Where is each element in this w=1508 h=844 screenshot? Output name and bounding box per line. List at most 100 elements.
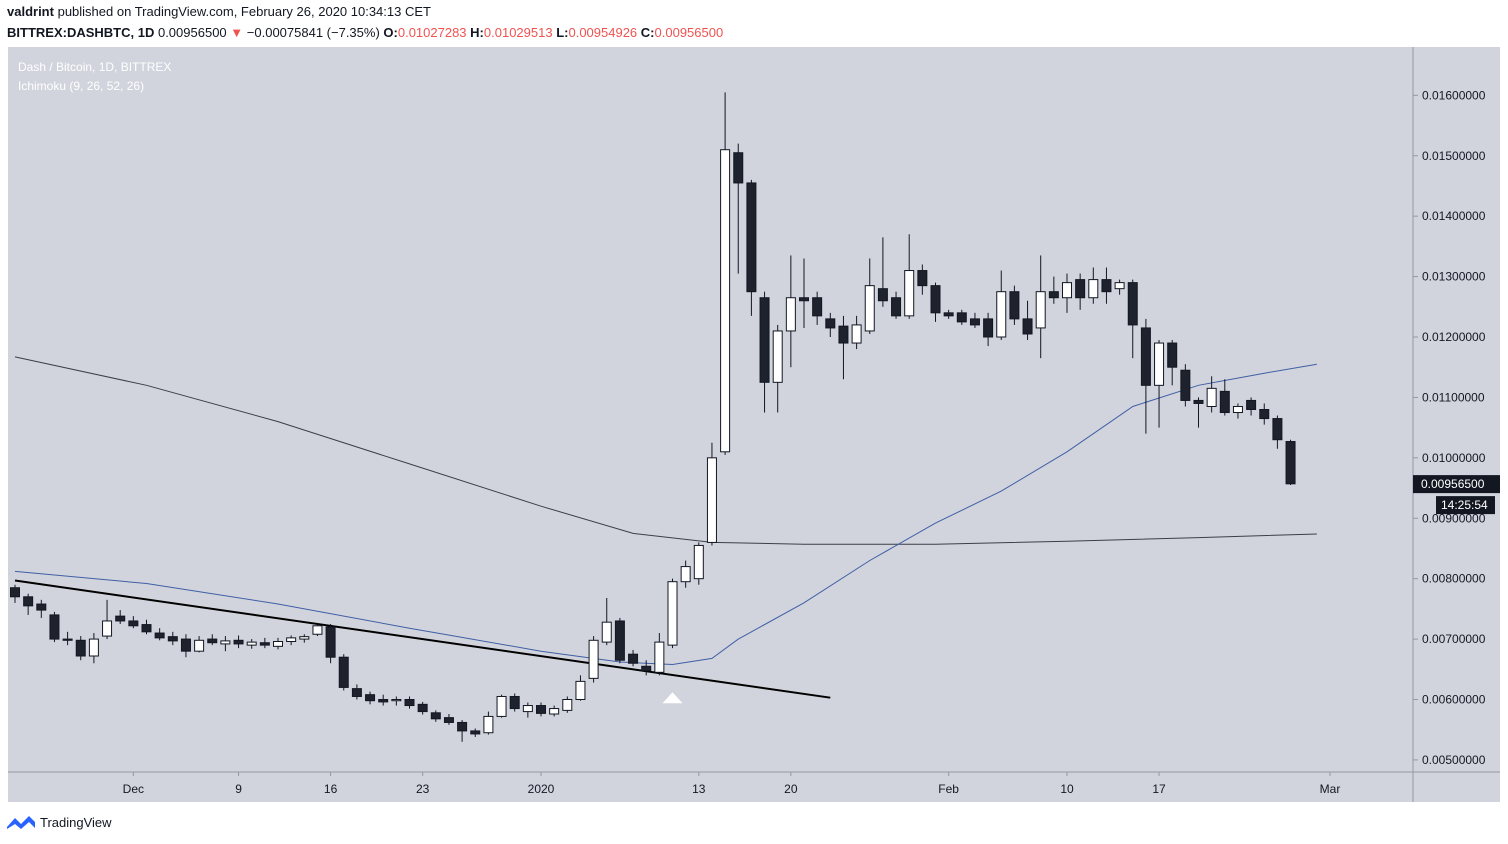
candle-body — [1127, 282, 1138, 326]
author-name[interactable]: valdrint — [7, 4, 54, 19]
candle-body — [1088, 279, 1099, 299]
candle-body — [430, 712, 441, 720]
candle-body — [404, 699, 415, 707]
y-tick-label: 0.01600000 — [1422, 88, 1486, 102]
open-label: O: — [383, 25, 398, 40]
candle-body — [536, 705, 546, 714]
x-tick-label: 13 — [692, 782, 706, 796]
candle-body — [1140, 327, 1151, 386]
candle-body — [154, 632, 165, 639]
price-axis[interactable] — [1413, 47, 1500, 772]
candle-body — [654, 641, 665, 673]
candle-body — [969, 318, 980, 326]
candle-body — [891, 297, 902, 317]
y-tick-label: 0.01300000 — [1422, 270, 1486, 284]
candle-body — [812, 297, 823, 317]
close-value: 0.00956500 — [654, 25, 724, 40]
y-tick-label: 0.01500000 — [1422, 149, 1486, 163]
high-label: H: — [470, 25, 484, 40]
candle-body — [706, 457, 717, 543]
high-value: 0.01029513 — [483, 25, 553, 40]
candle-body — [246, 641, 257, 646]
candle-body — [1022, 318, 1033, 335]
candle-body — [720, 149, 731, 453]
candle-body — [614, 620, 625, 661]
candle-body — [785, 297, 796, 332]
overlay-group: 0.00956500 14:25:54 — [662, 475, 1500, 704]
candle-body — [102, 620, 113, 637]
last-price: 0.00956500 — [157, 25, 227, 40]
candle-body — [628, 653, 639, 664]
ohlc-bar: BITTREX:DASHBTC, 1D 0.00956500 ▼ −0.0007… — [7, 25, 723, 40]
candle-body — [522, 705, 533, 713]
x-tick-label: 2020 — [528, 782, 555, 796]
candle-body — [930, 285, 941, 314]
y-tick-label: 0.01100000 — [1422, 390, 1485, 404]
candle-body — [693, 544, 704, 580]
candle-body — [351, 688, 362, 697]
candle-body — [1232, 405, 1243, 414]
publish-header: valdrint published on TradingView.com, F… — [7, 4, 431, 19]
candle-body — [1285, 441, 1296, 485]
candle-body — [825, 318, 836, 329]
candle-body — [851, 324, 862, 344]
support-trendline — [14, 579, 831, 699]
candle-body — [470, 730, 481, 735]
candle-body — [233, 639, 244, 645]
candle-body — [1180, 369, 1191, 401]
trendline-group — [14, 579, 831, 699]
candle-body — [443, 717, 454, 723]
candle-body — [983, 318, 994, 338]
candle-body — [325, 626, 336, 658]
open-value: 0.01027283 — [397, 25, 467, 40]
tradingview-logo-icon — [7, 816, 35, 829]
candle-body — [88, 638, 99, 657]
footer-brand[interactable]: TradingView — [6, 814, 112, 830]
candle-body — [680, 566, 691, 583]
candle-body — [1206, 387, 1217, 407]
x-tick-label: Dec — [123, 782, 144, 796]
candle-body — [1114, 282, 1125, 290]
candle-body — [338, 656, 349, 688]
ichimoku-dark-line — [14, 356, 1317, 545]
last-price-tag — [1413, 475, 1500, 494]
time-axis[interactable] — [8, 772, 1500, 802]
candle-body — [877, 288, 888, 302]
y-ticks-group: 0.00500000 0.00600000 0.00700000 0.00800000… — [1413, 88, 1486, 767]
candle-body — [75, 639, 86, 657]
candle-body — [194, 639, 205, 652]
countdown-tag — [1436, 496, 1495, 515]
publish-info: published on TradingView.com, February 2… — [57, 4, 431, 19]
candle-body — [864, 285, 875, 332]
candle-body — [1259, 409, 1270, 420]
candle-body — [1035, 291, 1046, 329]
candle-body — [365, 694, 376, 702]
y-tick-label: 0.00800000 — [1422, 572, 1486, 586]
candle-body — [167, 636, 178, 642]
x-tick-label: 16 — [324, 782, 338, 796]
symbol-label: BITTREX:DASHBTC, 1D — [7, 25, 155, 40]
candle-body — [207, 638, 218, 644]
candle-body — [956, 312, 967, 323]
candle-body — [772, 330, 783, 383]
x-ticks-group: Dec 9 16 23 2020 13 20 Feb 10 17 Mar — [123, 772, 1340, 796]
price-change: −0.00075841 (−7.35%) — [246, 25, 380, 40]
candle-body — [1219, 390, 1230, 414]
x-tick-label: 17 — [1152, 782, 1166, 796]
candle-body — [838, 325, 849, 344]
y-tick-label: 0.00900000 — [1422, 511, 1486, 525]
plot-area[interactable] — [8, 47, 1413, 772]
candle-body — [667, 581, 678, 646]
candle-body — [273, 641, 283, 647]
y-tick-label: 0.00600000 — [1422, 693, 1486, 707]
ichimoku-blue-line-group — [14, 363, 1317, 666]
x-tick-label: 20 — [784, 782, 798, 796]
down-triangle-icon: ▼ — [230, 25, 244, 40]
signal-up-arrow-icon — [662, 692, 683, 704]
ichimoku-blue-line — [14, 363, 1317, 666]
x-tick-label: 23 — [416, 782, 430, 796]
candle-body — [799, 297, 809, 302]
candle-body — [601, 621, 612, 643]
candle-body — [496, 695, 507, 717]
